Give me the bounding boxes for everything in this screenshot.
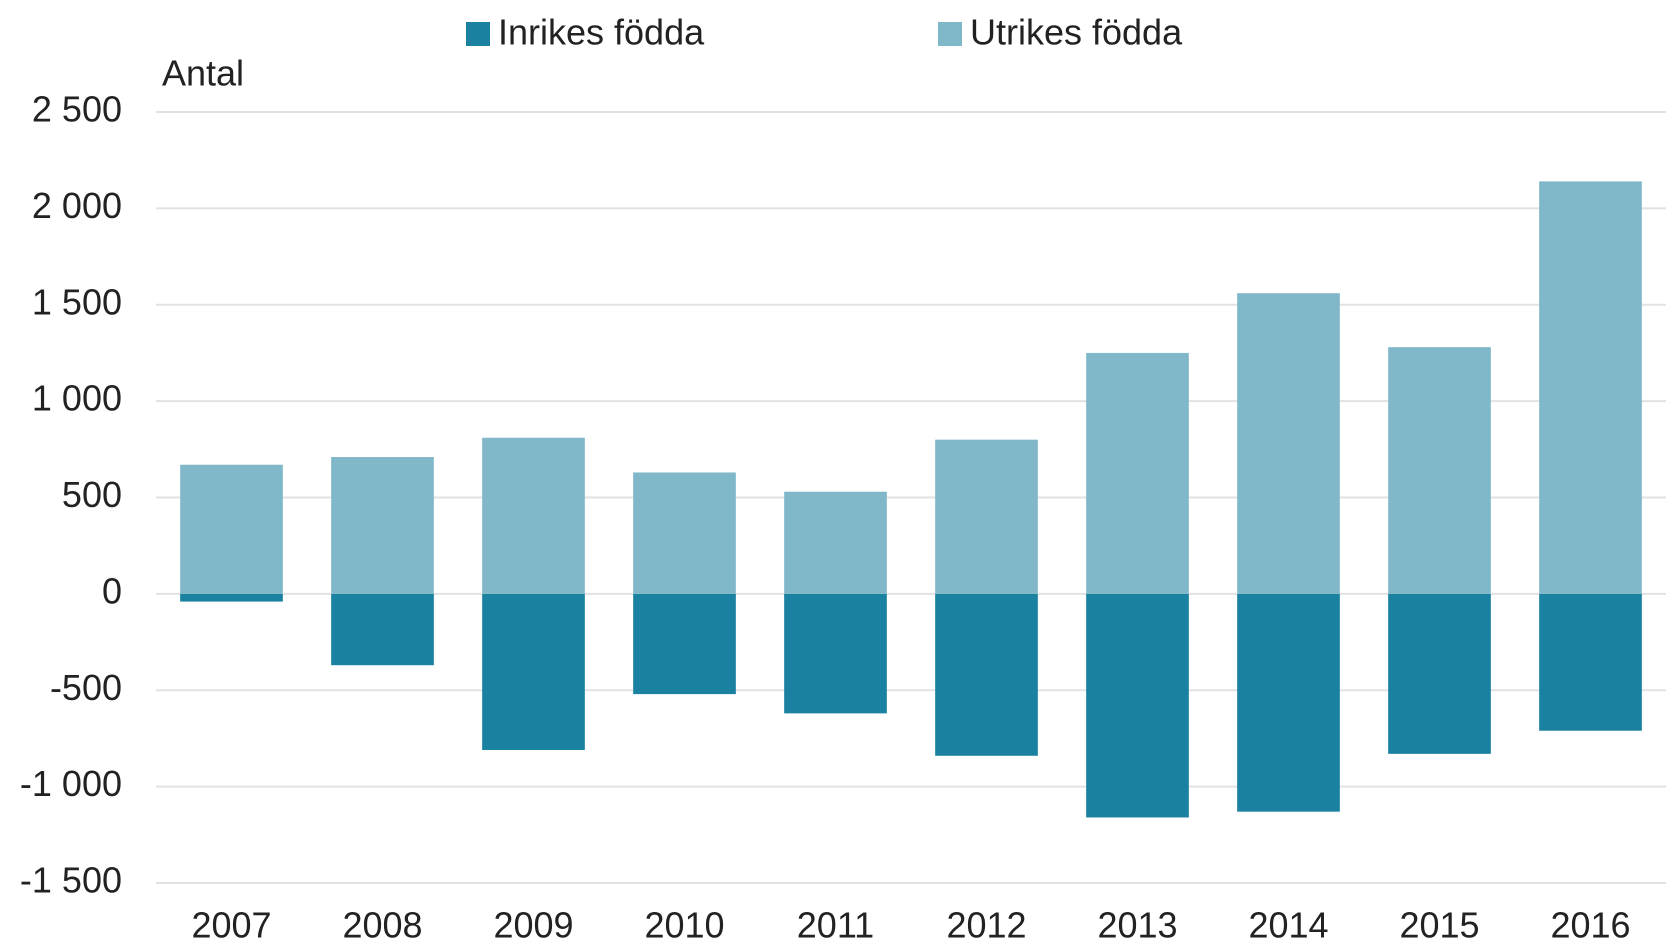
bar bbox=[1539, 593, 1642, 731]
bar bbox=[784, 593, 887, 714]
bar bbox=[1086, 352, 1189, 594]
y-tick-label: -1 500 bbox=[20, 860, 122, 901]
bar bbox=[1388, 347, 1491, 594]
legend-swatch bbox=[466, 22, 490, 46]
x-tick-label: 2009 bbox=[493, 905, 573, 946]
bar bbox=[935, 593, 1038, 756]
y-tick-label: 1 000 bbox=[32, 378, 122, 419]
bar bbox=[180, 593, 283, 602]
y-tick-label: -500 bbox=[50, 667, 122, 708]
x-tick-label: 2016 bbox=[1550, 905, 1630, 946]
x-tick-label: 2007 bbox=[191, 905, 271, 946]
bar bbox=[1539, 181, 1642, 594]
bar bbox=[331, 593, 434, 666]
y-tick-label: 0 bbox=[102, 570, 122, 611]
x-tick-label: 2014 bbox=[1248, 905, 1328, 946]
bar bbox=[180, 464, 283, 594]
bar bbox=[482, 593, 585, 751]
y-tick-label: -1 000 bbox=[20, 763, 122, 804]
bar bbox=[935, 439, 1038, 594]
x-tick-label: 2010 bbox=[644, 905, 724, 946]
bar bbox=[633, 472, 736, 594]
x-tick-label: 2008 bbox=[342, 905, 422, 946]
bar bbox=[482, 437, 585, 594]
bar bbox=[1237, 593, 1340, 812]
y-tick-label: 500 bbox=[62, 474, 122, 515]
bar bbox=[1237, 293, 1340, 594]
bar bbox=[633, 593, 736, 695]
bar bbox=[331, 457, 434, 594]
y-tick-label: 2 000 bbox=[32, 185, 122, 226]
x-tick-label: 2013 bbox=[1097, 905, 1177, 946]
legend-swatch bbox=[938, 22, 962, 46]
bar bbox=[784, 491, 887, 594]
x-tick-label: 2011 bbox=[797, 905, 874, 946]
legend-label: Utrikes födda bbox=[970, 12, 1183, 53]
legend-label: Inrikes födda bbox=[498, 12, 705, 53]
y-axis-label: Antal bbox=[162, 53, 244, 94]
bar bbox=[1388, 593, 1491, 754]
x-tick-label: 2012 bbox=[946, 905, 1026, 946]
x-tick-label: 2015 bbox=[1399, 905, 1479, 946]
y-tick-label: 2 500 bbox=[32, 89, 122, 130]
y-tick-label: 1 500 bbox=[32, 281, 122, 322]
bar bbox=[1086, 593, 1189, 818]
